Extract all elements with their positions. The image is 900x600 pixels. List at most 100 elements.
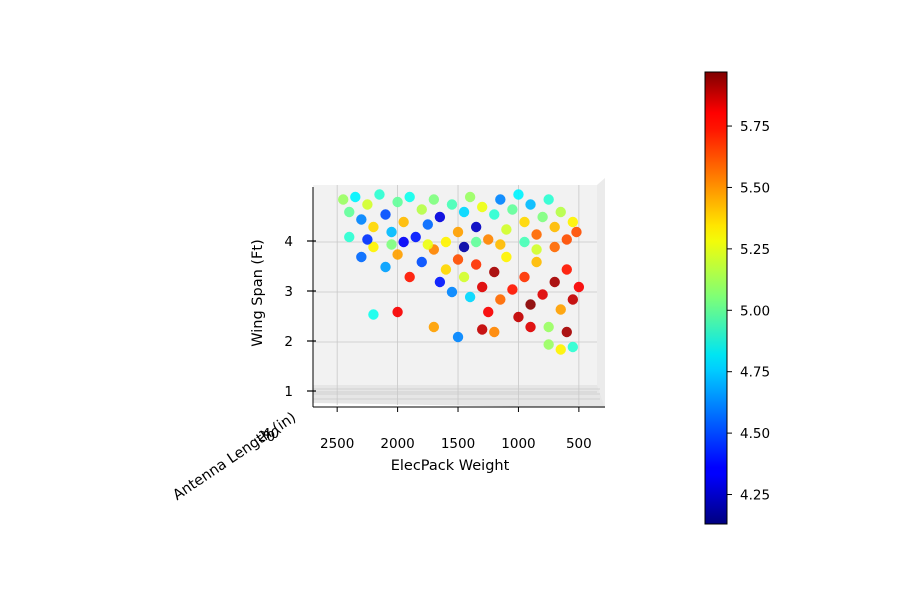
scatter-point: [452, 254, 464, 265]
scatter-point: [555, 344, 566, 355]
colorbar-tick-label: 5.25: [740, 242, 770, 258]
scatter-point: [404, 271, 415, 283]
scatter-point: [483, 234, 494, 245]
scatter-point: [495, 294, 506, 305]
back-pane: [313, 185, 597, 385]
scatter-point: [507, 204, 518, 215]
scatter-point: [410, 231, 421, 243]
x-tick-label: 500: [566, 436, 592, 452]
scatter-point: [470, 221, 482, 233]
scatter-point: [350, 191, 361, 203]
scatter-point: [356, 251, 367, 263]
scatter-point: [507, 284, 518, 295]
scatter-point: [489, 209, 500, 220]
x-tick-label: 1500: [441, 436, 475, 452]
scatter-point: [452, 331, 464, 343]
plot-panes: [313, 178, 605, 408]
scatter-point: [483, 306, 494, 318]
scatter-point: [531, 229, 542, 240]
scatter-point: [404, 191, 415, 203]
scatter-point: [368, 221, 379, 233]
z-tick-label: 1: [284, 384, 293, 400]
scatter-point: [338, 194, 349, 205]
scatter-point: [555, 206, 566, 218]
z-axis-ticks: 1 2 3 4: [284, 234, 316, 400]
scatter-point: [386, 239, 397, 250]
x-axis-ticks: 2500 2000 1500 1000 500: [320, 407, 592, 452]
scatter-point: [495, 194, 506, 205]
colorbar-tick-label: 4.25: [740, 488, 770, 504]
scatter-point: [422, 239, 434, 250]
scatter-point: [416, 204, 427, 215]
scatter-point: [519, 271, 530, 283]
scatter-point: [495, 239, 506, 250]
scatter-point: [362, 199, 373, 210]
y-tick-label-0: 20: [258, 429, 275, 445]
scatter-point: [464, 291, 476, 303]
y-axis-label: Antenna Length (in): [170, 410, 299, 504]
scatter-point: [476, 201, 488, 213]
scatter-point: [513, 189, 524, 200]
scatter-point: [434, 276, 446, 288]
scatter-point: [501, 224, 512, 235]
scatter-point: [537, 211, 548, 223]
scatter-point: [573, 281, 585, 293]
scatter-point: [531, 244, 542, 255]
scatter-point: [362, 234, 373, 245]
scatter-point: [458, 271, 470, 283]
scatter-point: [543, 194, 554, 205]
scatter-point: [380, 261, 391, 273]
scatter-point: [398, 216, 409, 228]
z-tick-label: 2: [284, 334, 293, 350]
colorbar-tick-label: 5.75: [740, 119, 770, 135]
colorbar: [704, 71, 728, 525]
scatter-point: [422, 219, 434, 230]
colorbar-tick-label: 4.50: [740, 426, 770, 442]
scatter-point: [489, 326, 500, 338]
scatter-point: [567, 216, 579, 228]
scatter-point: [464, 191, 476, 203]
scatter-point: [428, 321, 440, 333]
scatter-point: [356, 214, 367, 225]
scatter-point: [446, 199, 458, 210]
floor-pane: [313, 385, 605, 408]
scatter-point: [476, 281, 488, 293]
colorbar-tick-label: 5.00: [740, 303, 770, 319]
x-tick-label: 1000: [501, 436, 535, 452]
scatter-point: [344, 206, 355, 218]
scatter-point: [519, 216, 530, 228]
scatter-point: [380, 209, 391, 220]
scatter-point: [549, 276, 560, 288]
scatter-point: [561, 264, 572, 275]
scatter-point: [519, 236, 530, 248]
scatter-point: [416, 256, 427, 268]
scatter-points: [338, 189, 585, 355]
scatter-point: [392, 196, 403, 208]
scatter-point: [549, 241, 560, 253]
scatter-point: [428, 194, 440, 205]
scatter-point: [434, 211, 446, 223]
scatter-point: [543, 321, 554, 333]
z-tick-label: 3: [284, 284, 293, 300]
scatter-point: [386, 226, 397, 238]
scatter-point: [555, 304, 566, 315]
scatter-point: [440, 264, 452, 275]
scatter-point: [501, 251, 512, 263]
scatter-point: [525, 199, 536, 210]
scatter-point: [567, 294, 579, 305]
x-tick-label: 2000: [380, 436, 414, 452]
scatter-point: [344, 231, 355, 243]
right-pane: [597, 178, 605, 408]
z-tick-label: 4: [284, 234, 293, 250]
scatter-point: [470, 236, 482, 248]
scatter-point: [549, 221, 560, 233]
scatter-point: [446, 286, 458, 298]
scatter-point: [452, 226, 464, 238]
scatter-point: [537, 289, 548, 300]
scatter-point: [489, 266, 500, 278]
scatter-point: [368, 241, 379, 253]
scatter-point: [368, 309, 379, 320]
x-axis-label: ElecPack Weight: [391, 458, 510, 474]
scatter-point: [374, 189, 385, 200]
